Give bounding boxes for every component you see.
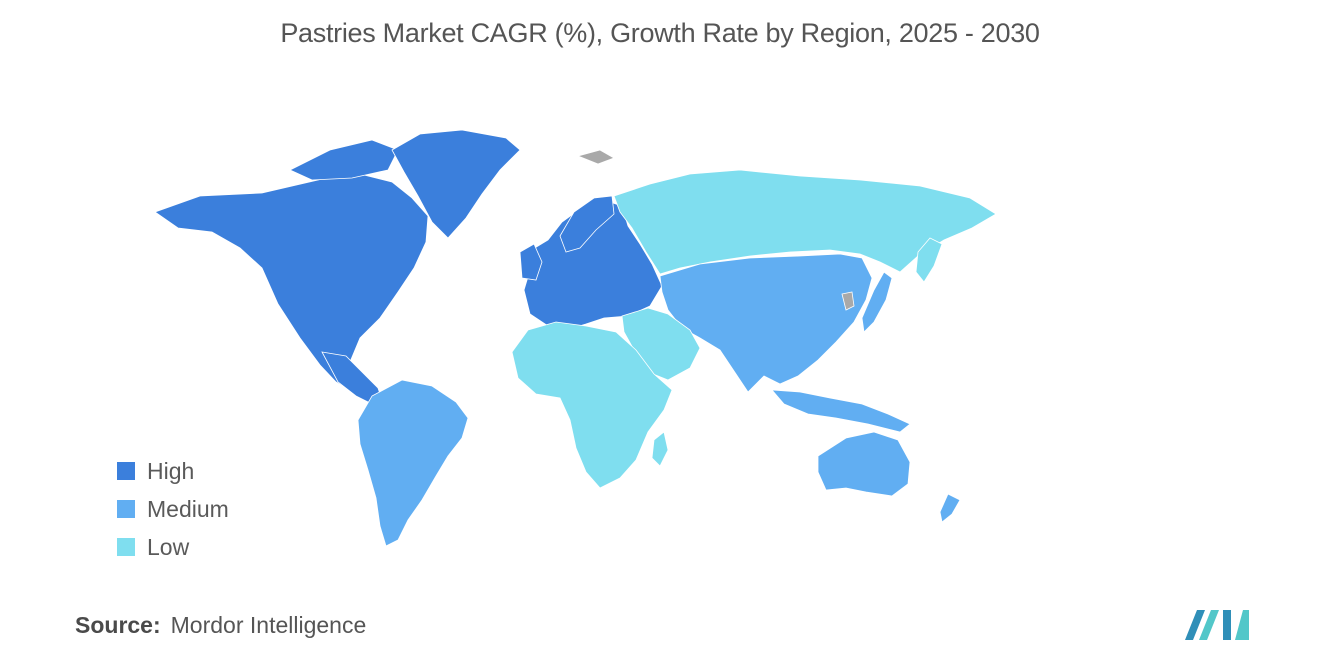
legend-label-medium: Medium [147,495,229,522]
mordor-intelligence-logo-icon [1183,602,1251,642]
region-asia [659,253,873,393]
region-russia [613,169,997,275]
legend: High Medium Low [117,452,229,566]
region-new-zealand [939,493,961,523]
logo-shape-right [1223,610,1231,640]
source-line: Source: Mordor Intelligence [75,612,366,639]
source-value: Mordor Intelligence [170,612,367,638]
region-uk-ireland [519,243,543,281]
legend-item-low: Low [117,528,229,566]
region-japan [861,271,893,333]
logo-shape-mid [1199,610,1219,640]
region-arctic-islands [289,139,399,181]
region-scandinavia [559,195,615,253]
legend-swatch-high [117,462,135,480]
region-north-america [154,171,429,401]
region-korea [841,291,855,311]
legend-swatch-medium [117,500,135,518]
logo-svg [1185,610,1249,640]
legend-item-medium: Medium [117,490,229,528]
source-label: Source: [75,612,161,638]
chart-title: Pastries Market CAGR (%), Growth Rate by… [280,18,1040,48]
region-se-asia-islands [771,389,911,433]
region-kamchatka [915,237,943,283]
region-south-america [357,379,469,547]
region-africa [511,321,673,489]
region-svalbard [576,149,615,165]
logo-shape-far [1235,610,1249,640]
region-madagascar [651,431,669,467]
region-greenland [391,129,521,239]
legend-swatch-low [117,538,135,556]
region-middle-east [621,307,701,381]
logo-shape-left [1185,610,1205,640]
legend-label-high: High [147,457,195,484]
legend-item-high: High [117,452,229,490]
region-australia [817,431,911,497]
legend-label-low: Low [147,533,190,560]
